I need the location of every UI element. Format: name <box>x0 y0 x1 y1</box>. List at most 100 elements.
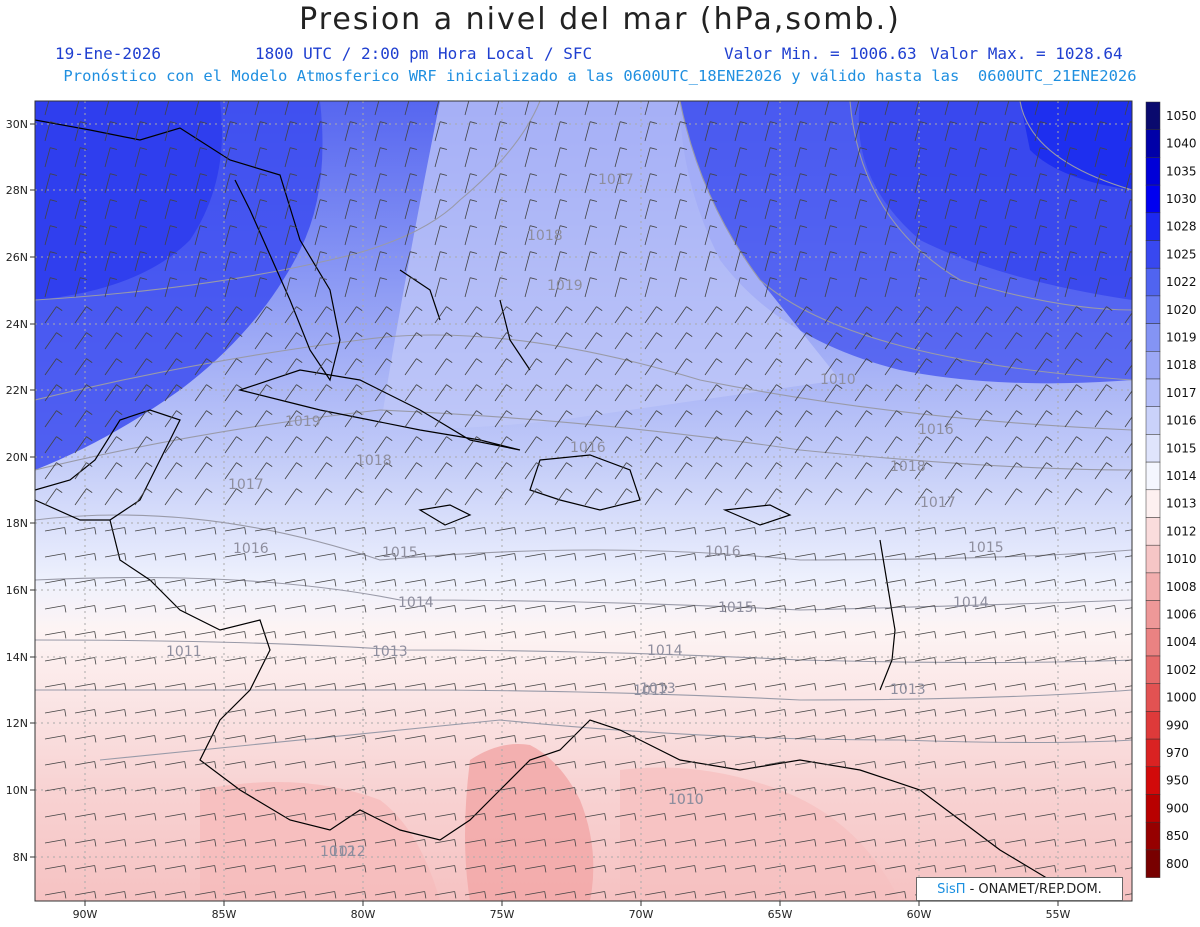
coastlines <box>35 119 1101 901</box>
model-info: Pronóstico con el Modelo Atmosferico WRF… <box>63 67 1137 85</box>
isobars <box>35 101 1132 761</box>
lon-label: 65W <box>768 908 793 921</box>
legend-label: 1019 <box>1166 330 1197 344</box>
legend-label: 1012 <box>1166 524 1197 538</box>
legend-swatch <box>1145 378 1161 407</box>
legend-swatch <box>1145 849 1161 878</box>
isobar-label: 1019 <box>547 278 583 294</box>
legend-label: 1000 <box>1166 691 1197 705</box>
lon-label: 60W <box>907 908 932 921</box>
lat-label: 12N <box>6 717 28 730</box>
legend-swatch <box>1145 766 1161 795</box>
legend-label: 800 <box>1166 857 1189 871</box>
legend-label: 1020 <box>1166 303 1197 317</box>
lat-label: 20N <box>6 451 28 464</box>
legend-label: 1006 <box>1166 607 1197 621</box>
credit-text: - ONAMET/REP.DOM. <box>969 881 1102 897</box>
legend-swatch <box>1145 738 1161 768</box>
lat-label: 18N <box>6 517 28 530</box>
isobar-label: 1012 <box>330 844 366 860</box>
legend-label: 1017 <box>1166 386 1197 400</box>
legend-label: 1002 <box>1166 663 1197 677</box>
credit-box: SisΠ - ONAMET/REP.DOM. <box>916 877 1123 901</box>
lat-label: 22N <box>6 384 28 397</box>
legend-label: 1050 <box>1166 109 1197 123</box>
legend-swatch <box>1145 240 1161 269</box>
isobar-label: 1012 <box>633 683 669 699</box>
lat-label: 16N <box>6 584 28 597</box>
legend-label: 1016 <box>1166 414 1197 428</box>
max-value: Valor Max. = 1028.64 <box>930 44 1123 63</box>
lon-label: 85W <box>212 908 237 921</box>
legend-label: 950 <box>1166 774 1189 788</box>
legend-swatch <box>1145 129 1161 158</box>
legend-label: 1004 <box>1166 635 1197 649</box>
legend-label: 1008 <box>1166 580 1197 594</box>
legend-label: 900 <box>1166 801 1189 815</box>
legend-swatch <box>1145 572 1161 601</box>
legend-swatch <box>1145 434 1161 463</box>
isobar-label: 1012 <box>320 844 356 860</box>
legend-swatch <box>1145 655 1161 684</box>
isobar-label: 1013 <box>640 681 676 697</box>
isobar-label: 1018 <box>890 459 926 475</box>
legend-label: 970 <box>1166 746 1189 760</box>
isobar-label: 1013 <box>372 644 408 660</box>
legend-swatch <box>1145 267 1161 297</box>
legend-label: 1013 <box>1166 497 1197 511</box>
credit-brand: SisΠ <box>937 881 966 897</box>
legend-label: 1010 <box>1166 552 1197 566</box>
legend-swatch <box>1145 489 1161 518</box>
legend-label: 1015 <box>1166 441 1197 455</box>
isobar-label: 1014 <box>953 595 989 611</box>
lon-label: 70W <box>629 908 654 921</box>
isobar-label: 1016 <box>918 422 954 438</box>
legend-swatch <box>1145 406 1161 435</box>
isobar-label: 1010 <box>668 792 704 808</box>
lat-labels: 30N 28N 26N 24N 22N 20N 18N 16N 14N 12N 10N 8N <box>6 118 28 864</box>
legend-label: 850 <box>1166 829 1189 843</box>
isobar-label: 1016 <box>233 541 269 557</box>
isobar-label: 1017 <box>228 477 264 493</box>
isobar-label: 1015 <box>382 545 418 561</box>
legend-swatch <box>1145 184 1161 214</box>
min-value: Valor Min. = 1006.63 <box>724 44 917 63</box>
lon-labels: 90W 85W 80W 75W 70W 65W 60W 55W <box>73 908 1071 921</box>
lat-label: 24N <box>6 318 28 331</box>
legend-label: 1030 <box>1166 192 1197 206</box>
isobar-label: 1018 <box>356 453 392 469</box>
isobar-label: 1019 <box>285 414 321 430</box>
isobar-label: 1010 <box>668 792 704 808</box>
legend-label: 1022 <box>1166 275 1197 289</box>
legend-swatch <box>1145 157 1161 186</box>
isobar-label: 1010 <box>820 372 856 388</box>
legend-label: 990 <box>1166 718 1189 732</box>
forecast-time: 1800 UTC / 2:00 pm Hora Local / SFC <box>255 44 593 63</box>
legend-swatch <box>1145 295 1161 324</box>
color-legend: 1050 1040 1035 1030 1028 1025 1022 1020 1019 1018… <box>1145 101 1197 878</box>
legend-swatch <box>1145 323 1161 352</box>
isobar-label: 1015 <box>968 540 1004 556</box>
lat-label: 14N <box>6 651 28 664</box>
legend-label: 1035 <box>1166 164 1197 178</box>
legend-swatch <box>1145 212 1161 241</box>
isobar-label: 1017 <box>598 172 634 188</box>
lon-label: 75W <box>490 908 515 921</box>
lat-label: 30N <box>6 118 28 131</box>
isobar-label: 1017 <box>920 495 956 511</box>
isobar-label: 1016 <box>570 440 606 456</box>
legend-swatch <box>1145 711 1161 740</box>
map-border <box>34 100 1133 902</box>
lat-label: 8N <box>13 851 28 864</box>
legend-label: 1040 <box>1166 137 1197 151</box>
legend-label: 1025 <box>1166 247 1197 261</box>
forecast-date: 19-Ene-2026 <box>55 44 161 63</box>
map-title: Presion a nivel del mar (hPa,somb.) <box>299 2 901 37</box>
isobar-label: 1013 <box>890 682 926 698</box>
legend-swatch <box>1145 101 1161 130</box>
legend-label: 1018 <box>1166 358 1197 372</box>
lon-label: 55W <box>1046 908 1071 921</box>
legend-swatch <box>1145 794 1161 823</box>
isobar-label: 1011 <box>166 644 202 660</box>
